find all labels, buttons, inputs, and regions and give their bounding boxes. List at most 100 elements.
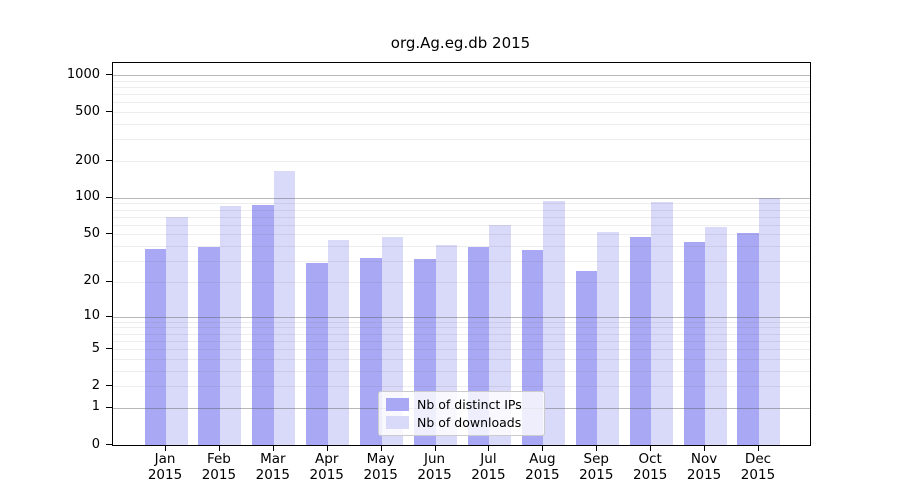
y-tick-mark — [106, 74, 112, 76]
x-axis-label-month: Jan — [154, 451, 176, 467]
legend: Nb of distinct IPs Nb of downloads — [378, 391, 545, 436]
x-axis-label-month: Dec — [744, 451, 772, 467]
x-axis-label-month: Nov — [690, 451, 718, 467]
y-tick-mark — [106, 196, 112, 198]
gridline-minor — [113, 358, 810, 360]
x-axis-label-year: 2015 — [471, 467, 506, 483]
gridline-minor — [113, 224, 810, 226]
gridline-minor — [113, 102, 810, 104]
gridline-minor — [113, 94, 810, 96]
legend-entry-distinct-ips: Nb of distinct IPs — [386, 397, 544, 412]
bar-nb-of-distinct-ips-sep — [575, 270, 598, 445]
x-tick-mark — [704, 445, 706, 451]
x-axis-label-may: May 2015 — [346, 451, 416, 483]
y-tick-mark — [106, 160, 112, 161]
x-axis-label-apr: Apr 2015 — [292, 451, 362, 483]
bar-nb-of-downloads-aug — [543, 201, 565, 445]
bar-nb-of-downloads-jan — [166, 216, 188, 445]
bar-nb-of-distinct-ips-mar — [252, 204, 274, 445]
gridline-minor — [113, 234, 810, 236]
legend-label-downloads: Nb of downloads — [417, 415, 522, 430]
x-tick-mark — [650, 445, 652, 451]
x-axis-label-year: 2015 — [363, 467, 398, 483]
x-tick-mark — [757, 445, 759, 451]
plot-area — [112, 62, 811, 446]
gridline-major — [113, 75, 810, 77]
y-tick-label-1: 1 — [91, 399, 100, 415]
x-tick-mark — [542, 445, 544, 451]
x-axis-label-year: 2015 — [201, 467, 237, 483]
x-tick-mark — [596, 445, 598, 451]
x-axis-label-year: 2015 — [309, 467, 344, 483]
y-tick-mark — [106, 348, 112, 350]
x-axis-label-jan: Jan 2015 — [130, 451, 200, 483]
y-tick-label-1000: 1000 — [66, 66, 100, 82]
bar-nb-of-downloads-jul — [489, 224, 511, 445]
x-axis-label-aug: Aug 2015 — [507, 451, 577, 483]
legend-swatch-distinct-ips — [386, 398, 409, 411]
gridline-major — [113, 197, 810, 199]
gridline-minor — [113, 86, 810, 88]
x-axis-label-month: Jun — [423, 451, 446, 467]
bar-nb-of-downloads-dec — [758, 197, 781, 445]
y-tick-mark — [106, 233, 112, 235]
gridline-minor — [113, 139, 810, 141]
bar-nb-of-downloads-apr — [327, 239, 350, 445]
x-tick-mark — [488, 445, 490, 451]
gridline-minor — [113, 216, 810, 218]
y-tick-label-0: 0 — [91, 436, 100, 452]
y-tick-label-100: 100 — [75, 189, 100, 205]
x-tick-mark — [165, 445, 166, 451]
y-tick-mark — [106, 315, 112, 317]
gridline-minor — [113, 203, 810, 205]
x-axis-label-year: 2015 — [147, 467, 183, 483]
x-axis-label-year: 2015 — [632, 467, 668, 483]
x-axis-label-year: 2015 — [579, 467, 614, 483]
x-axis-label-feb: Feb 2015 — [184, 451, 254, 483]
bar-nb-of-distinct-ips-dec — [737, 233, 759, 445]
x-axis-label-year: 2015 — [686, 467, 722, 483]
x-axis-label-jul: Jul 2015 — [453, 451, 523, 483]
gridline-minor — [113, 209, 810, 211]
y-tick-mark — [106, 406, 112, 408]
x-axis-label-mar: Mar 2015 — [238, 451, 308, 483]
x-axis-label-month: Sep — [583, 451, 609, 467]
gridline-major — [113, 316, 810, 318]
bar-nb-of-distinct-ips-apr — [306, 262, 328, 445]
y-tick-mark — [106, 280, 112, 282]
y-tick-mark — [106, 385, 112, 387]
bar-nb-of-distinct-ips-nov — [683, 242, 706, 445]
gridline-minor — [113, 112, 810, 114]
x-axis-label-month: May — [366, 451, 395, 467]
gridline-minor — [113, 246, 810, 248]
x-axis-label-nov: Nov 2015 — [669, 451, 739, 483]
y-tick-mark — [106, 111, 112, 113]
legend-swatch-downloads — [386, 416, 409, 429]
gridline-minor — [113, 349, 810, 351]
x-axis-label-oct: Oct 2015 — [615, 451, 685, 483]
gridline-minor — [113, 333, 810, 335]
x-tick-mark — [434, 445, 436, 451]
bar-nb-of-downloads-nov — [705, 226, 727, 445]
gridline-minor — [113, 340, 810, 342]
x-axis-label-month: Apr — [315, 451, 339, 467]
bar-nb-of-downloads-mar — [273, 171, 296, 445]
x-axis-label-year: 2015 — [525, 467, 560, 483]
gridline-minor — [113, 321, 810, 323]
x-axis-label-sep: Sep 2015 — [561, 451, 631, 483]
legend-label-distinct-ips: Nb of distinct IPs — [417, 397, 522, 412]
x-axis-label-year: 2015 — [740, 467, 776, 483]
bar-nb-of-downloads-sep — [597, 232, 619, 445]
y-tick-label-5: 5 — [91, 340, 100, 356]
y-tick-mark — [106, 444, 112, 445]
x-tick-mark — [380, 445, 382, 451]
bar-nb-of-downloads-oct — [651, 202, 673, 445]
gridline-minor — [113, 281, 810, 283]
x-axis-label-year: 2015 — [417, 467, 452, 483]
y-tick-label-500: 500 — [75, 103, 100, 119]
x-axis-label-month: Feb — [206, 451, 231, 467]
x-axis-label-month: Mar — [260, 451, 286, 467]
y-tick-label-10: 10 — [83, 308, 100, 324]
x-axis-label-month: Oct — [638, 451, 662, 467]
